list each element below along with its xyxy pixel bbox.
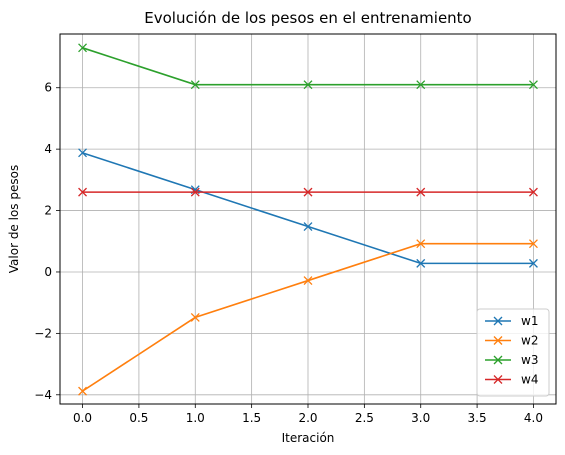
y-tick-label: 4 <box>44 142 52 156</box>
y-tick-label: 6 <box>44 81 52 95</box>
legend-marker-w1 <box>493 316 503 326</box>
legend-label-w2: w2 <box>521 334 538 348</box>
data-point-w1 <box>416 258 426 268</box>
data-point-w1 <box>303 222 313 231</box>
ticks: 0.0 0.5 1.0 1.5 2.0 2.5 3.0 3.5 4.0 −4 −2 0 2 4 6 <box>34 81 543 425</box>
data-point-w4 <box>78 187 88 197</box>
y-tick-label: 0 <box>44 265 52 279</box>
x-tick-label: 2.5 <box>355 411 374 425</box>
data-point-w4 <box>190 187 200 197</box>
x-axis-label: Iteración <box>282 431 335 445</box>
data-point-w3 <box>303 80 313 90</box>
data-point-w3 <box>78 43 88 53</box>
x-tick-label: 4.0 <box>524 411 543 425</box>
x-tick-label: 1.0 <box>186 411 205 425</box>
legend-marker-w3 <box>493 355 503 365</box>
legend-label-w3: w3 <box>521 353 538 367</box>
y-axis-label: Valor de los pesos <box>7 165 21 273</box>
y-tick-label: −4 <box>34 388 52 402</box>
x-tick-label: 3.0 <box>411 411 430 425</box>
data-point-w2 <box>416 239 426 249</box>
x-tick-label: 0.0 <box>73 411 92 425</box>
data-point-w3 <box>416 80 426 90</box>
data-point-w4 <box>528 187 538 197</box>
data-point-w2 <box>303 276 313 286</box>
data-point-w3 <box>190 80 200 90</box>
legend: w1 w2 w3 w4 <box>476 308 550 397</box>
series-layer <box>78 43 538 396</box>
x-tick-label: 3.5 <box>468 411 487 425</box>
legend-marker-w2 <box>493 336 503 345</box>
data-point-w2 <box>190 312 200 322</box>
legend-label-w4: w4 <box>521 373 538 387</box>
legend-marker-w4 <box>493 375 503 384</box>
data-point-w2 <box>78 386 88 396</box>
grid <box>60 34 556 404</box>
data-point-w1 <box>528 258 538 268</box>
legend-box <box>476 308 550 397</box>
y-tick-label: 2 <box>44 204 52 218</box>
data-point-w3 <box>528 80 538 90</box>
x-tick-label: 2.0 <box>298 411 317 425</box>
data-point-w2 <box>528 239 538 249</box>
data-point-w4 <box>303 187 313 197</box>
data-point-w1 <box>78 148 88 158</box>
y-tick-label: −2 <box>34 326 52 340</box>
chart-title: Evolución de los pesos en el entrenamien… <box>144 9 471 27</box>
legend-label-w1: w1 <box>521 314 538 328</box>
x-tick-label: 0.5 <box>129 411 148 425</box>
data-point-w4 <box>416 187 426 197</box>
x-tick-label: 1.5 <box>242 411 261 425</box>
